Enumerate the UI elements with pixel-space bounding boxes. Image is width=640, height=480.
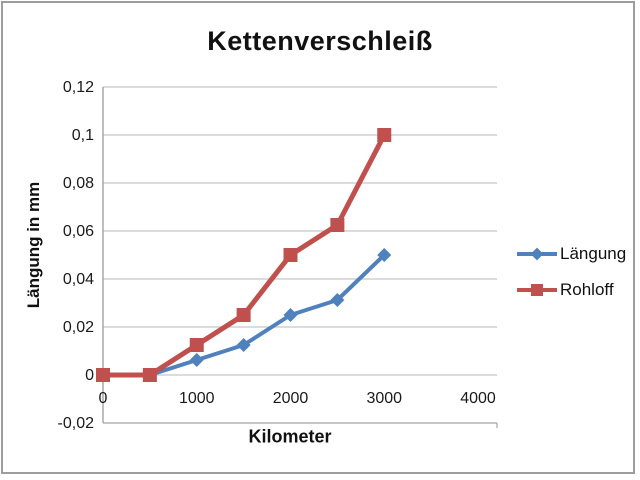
legend-label-rohloff: Rohloff <box>560 280 614 299</box>
laengung-diamond-marker-icon <box>517 246 557 262</box>
data-point-rohloff-2500 <box>330 218 345 232</box>
legend-item-laengung: Längung <box>517 236 626 272</box>
data-point-laengung-1000 <box>189 353 204 367</box>
data-point-rohloff-0 <box>96 368 110 382</box>
y-tick-label: 0 <box>85 367 94 384</box>
x-tick-label: 1000 <box>179 390 215 407</box>
data-point-rohloff-2000 <box>283 248 298 262</box>
data-point-laengung-1500 <box>236 338 251 352</box>
data-point-rohloff-3000 <box>377 128 392 142</box>
y-tick-label: 0,08 <box>63 175 94 192</box>
legend: Längung Rohloff <box>517 236 626 308</box>
data-point-rohloff-500 <box>142 368 157 382</box>
chart-title: Kettenverschleiß <box>207 26 433 56</box>
y-tick-label: 0,04 <box>63 271 94 288</box>
legend-item-rohloff: Rohloff <box>517 272 626 308</box>
x-tick-label: 3000 <box>366 390 402 407</box>
x-tick-label: 0 <box>99 390 108 407</box>
data-point-laengung-2000 <box>283 308 298 322</box>
data-point-rohloff-1000 <box>189 338 204 352</box>
data-point-rohloff-1500 <box>236 308 251 322</box>
x-axis-title: Kilometer <box>248 426 332 447</box>
y-tick-label: 0,06 <box>63 223 94 240</box>
y-tick-label: 0,12 <box>63 79 94 96</box>
rohloff-square-marker-icon <box>517 282 557 298</box>
data-point-laengung-2500 <box>330 293 345 307</box>
data-point-laengung-3000 <box>377 248 392 262</box>
y-tick-label: -0,02 <box>58 415 95 432</box>
x-tick-label: 4000 <box>460 390 496 407</box>
y-tick-label: 0,1 <box>72 127 94 144</box>
y-tick-label: 0,02 <box>63 319 94 336</box>
x-tick-label: 2000 <box>273 390 309 407</box>
legend-label-laengung: Längung <box>560 244 627 263</box>
